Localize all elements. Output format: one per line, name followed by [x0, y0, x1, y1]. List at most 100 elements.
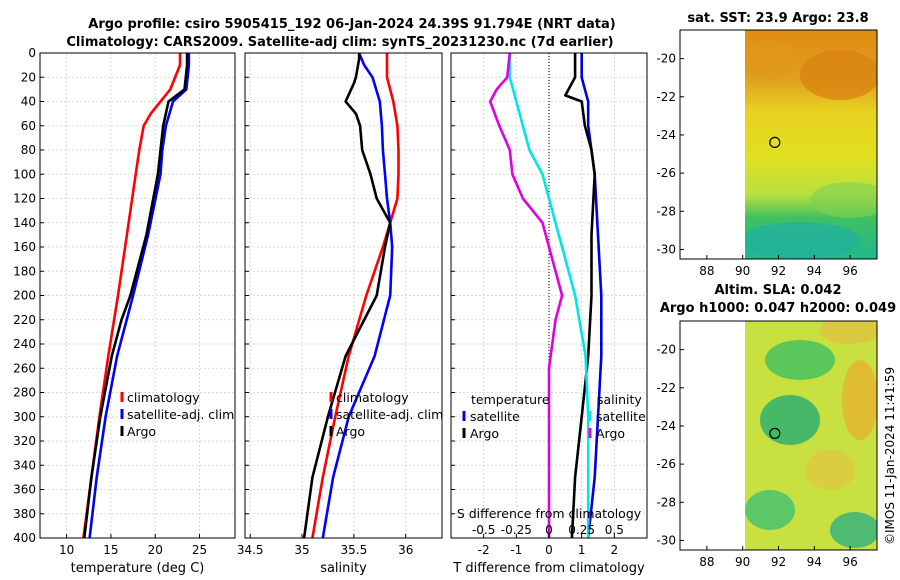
legend-title-temperature: temperature — [471, 392, 550, 407]
sla-high-patch — [820, 321, 877, 344]
top-tick-label: 0.5 — [605, 523, 624, 537]
map-y-tick-label: -26 — [656, 457, 676, 471]
y-tick-label: 20 — [21, 70, 36, 84]
sst-warm-patch — [800, 50, 877, 100]
x-tick-label: -1 — [510, 543, 522, 557]
series-climatology — [311, 53, 400, 539]
footer-stamp: ©IMOS 11-Jan-2024 11:41:59 — [883, 367, 897, 545]
sst-cold-patch — [745, 222, 860, 258]
y-tick-label: 160 — [13, 240, 36, 254]
x-tick-label: 25 — [192, 543, 207, 557]
legend-label: satellite — [596, 409, 646, 424]
top-tick-label: -0.25 — [501, 523, 532, 537]
series-temperature-argo — [563, 53, 597, 539]
y-tick-label: 140 — [13, 216, 36, 230]
y-tick-label: 260 — [13, 361, 36, 375]
y-tick-label: 80 — [21, 143, 36, 157]
legend-label: climatology — [127, 390, 200, 405]
y-tick-label: 400 — [13, 531, 36, 545]
series-argo — [302, 53, 392, 539]
y-tick-label: 60 — [21, 119, 36, 133]
x-tick-label: -2 — [478, 543, 490, 557]
sla-low-patch-3 — [745, 490, 795, 530]
sla-high-patch-2 — [842, 360, 877, 440]
sst-warm-patch-2 — [745, 40, 798, 80]
sla-low-patch — [765, 340, 835, 380]
x-tick-label: 35 — [294, 543, 309, 557]
legend-label: climatology — [336, 390, 409, 405]
y-tick-label: 40 — [21, 95, 36, 109]
map-x-tick-label: 96 — [842, 264, 857, 278]
map-x-tick-label: 90 — [735, 555, 750, 569]
top-axis-label: S difference from climatology — [457, 506, 642, 521]
sla-high-patch-3 — [805, 450, 855, 490]
temperature-panel: 0 20 40 60 80 100 120 140 160 180 200 220 240 260 280 3… — [13, 46, 236, 576]
x-tick-label: 36 — [398, 543, 413, 557]
map-x-tick-label: 94 — [807, 264, 822, 278]
sst-map: 88 90 92 94 96 -20 -22 -24 -26 -28 -30 — [656, 29, 878, 278]
x-axis-label: T difference from climatology — [452, 561, 645, 576]
y-tick-label: 220 — [13, 313, 36, 327]
legend-label: Argo — [596, 426, 625, 441]
map-y-tick-label: -20 — [656, 343, 676, 357]
x-tick-label: 0 — [545, 543, 553, 557]
series-argo — [83, 53, 189, 539]
y-tick-label: 0 — [28, 46, 36, 60]
map-x-tick-label: 88 — [699, 555, 714, 569]
y-tick-label: 360 — [13, 483, 36, 497]
sla-low-patch-2 — [760, 395, 820, 445]
legend-label: satellite-adj. clim — [127, 407, 234, 422]
series-salinity-satellite — [508, 53, 590, 538]
title-line-2: Climatology: CARS2009. Satellite-adj cli… — [66, 35, 613, 50]
top-tick-label: 0 — [545, 523, 553, 537]
y-tick-label: 320 — [13, 434, 36, 448]
y-tick-label: 100 — [13, 167, 36, 181]
difference-panel: -2 -1 0 1 2 T difference from climatology temp… — [450, 52, 648, 576]
y-tick-label: 120 — [13, 192, 36, 206]
y-tick-label: 200 — [13, 289, 36, 303]
legend-label: Argo — [127, 424, 156, 439]
map-x-tick-label: 94 — [807, 555, 822, 569]
x-tick-label: 20 — [148, 543, 163, 557]
sla-low-patch-4 — [830, 512, 877, 548]
y-tick-label: 180 — [13, 264, 36, 278]
salinity-panel: 34.5 35 35.5 36 salinity climatology satellite… — [237, 52, 443, 576]
sla-map: 88 90 92 94 96 -20 -22 -24 -26 -28 -30 — [656, 320, 878, 569]
sla-map-title: Altim. SLA: 0.042 — [715, 283, 842, 298]
legend-label: satellite-adj. clim — [336, 407, 443, 422]
map-y-tick-label: -22 — [656, 381, 676, 395]
sst-map-title: sat. SST: 23.9 Argo: 23.8 — [687, 11, 868, 26]
series-satellite-adj-clim — [88, 53, 191, 539]
series-salinity-argo — [488, 52, 564, 538]
map-x-tick-label: 96 — [842, 555, 857, 569]
series-temperature-satellite — [580, 53, 603, 539]
legend-label: Argo — [470, 426, 499, 441]
x-axis-label: temperature (deg C) — [71, 561, 205, 576]
map-y-tick-label: -30 — [656, 533, 676, 547]
map-y-tick-label: -28 — [656, 495, 676, 509]
map-y-tick-label: -20 — [656, 52, 676, 66]
map-y-tick-label: -30 — [656, 242, 676, 256]
map-x-tick-label: 88 — [699, 264, 714, 278]
series-satellite-adj-clim — [321, 52, 394, 539]
legend-label: satellite — [470, 409, 520, 424]
map-x-tick-label: 92 — [771, 555, 786, 569]
map-y-tick-label: -22 — [656, 90, 676, 104]
map-y-tick-label: -24 — [656, 128, 676, 142]
map-y-tick-label: -28 — [656, 204, 676, 218]
top-tick-label: -0.5 — [472, 523, 495, 537]
legend-label: Argo — [336, 424, 365, 439]
x-tick-label: 15 — [103, 543, 118, 557]
x-tick-label: 34.5 — [237, 543, 264, 557]
sla-map-subtitle: Argo h1000: 0.047 h2000: 0.049 — [660, 301, 896, 316]
map-x-tick-label: 92 — [771, 264, 786, 278]
y-tick-label: 280 — [13, 386, 36, 400]
sst-cool-patch — [810, 182, 877, 218]
map-x-tick-label: 90 — [735, 264, 750, 278]
sst-argo-marker — [769, 136, 781, 149]
x-tick-label: 10 — [59, 543, 74, 557]
x-tick-label: 35.5 — [341, 543, 368, 557]
top-tick-label: 0.25 — [568, 523, 595, 537]
x-axis-label: salinity — [320, 561, 367, 576]
